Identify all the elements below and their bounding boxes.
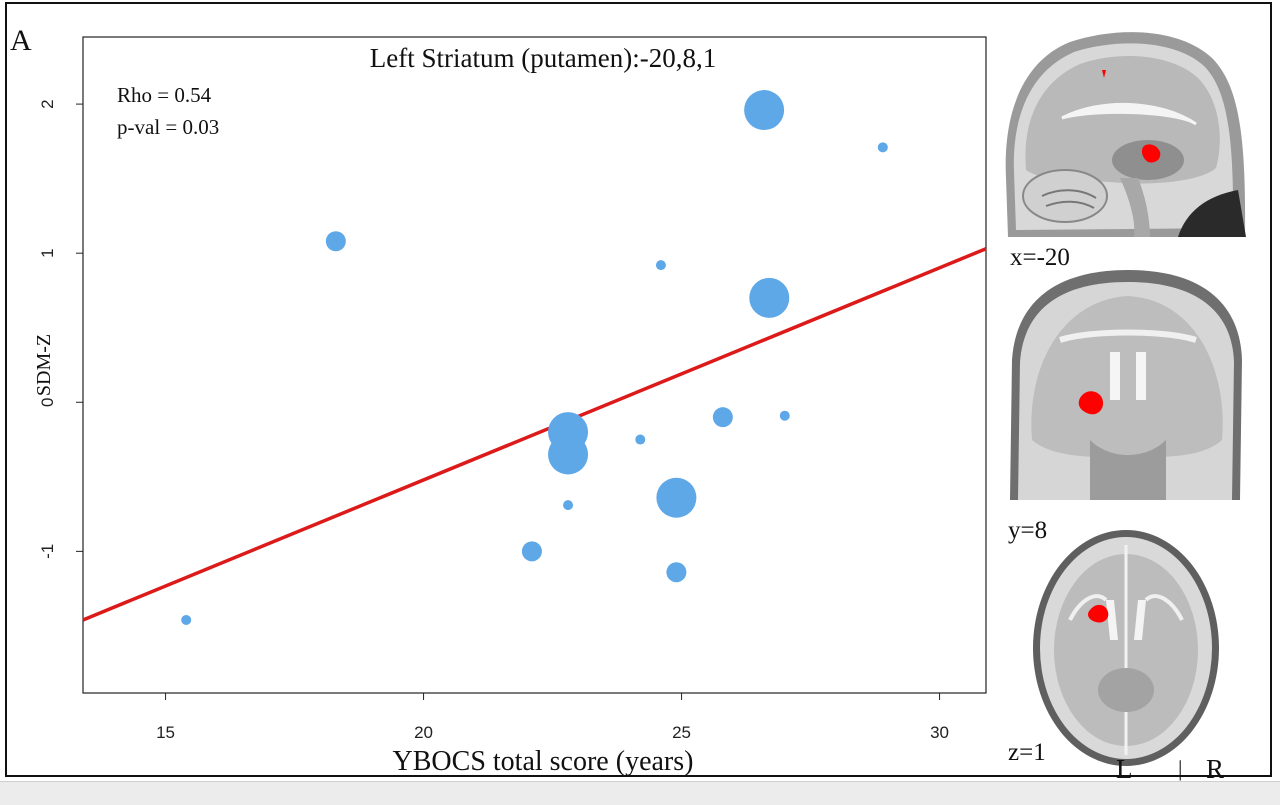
rho-label: Rho = 0.54 <box>117 83 212 107</box>
data-point <box>779 410 790 421</box>
orientation-separator: | <box>1178 756 1182 781</box>
pval-label: p-val = 0.03 <box>117 115 219 139</box>
bottom-strip <box>0 781 1280 805</box>
data-point <box>749 277 790 318</box>
axis-ticks: 15 20 25 30 -1 0 1 2 <box>38 99 949 742</box>
x-axis-label: YBOCS total score (years) <box>393 746 694 777</box>
data-point <box>635 434 646 445</box>
plot-border <box>82 36 987 694</box>
panel-a-label: A <box>10 24 32 57</box>
y-tick-label: 2 <box>38 99 57 108</box>
axial-brain-slice <box>1033 530 1219 766</box>
data-point <box>548 434 589 475</box>
orientation-left: L <box>1116 754 1133 784</box>
data-point <box>712 407 733 428</box>
data-point <box>181 614 192 625</box>
coord-label-z: z=1 <box>1008 739 1046 766</box>
data-point <box>325 231 346 252</box>
y-tick-label: 0 <box>38 398 57 407</box>
cluster-blob-axial <box>1088 604 1109 623</box>
scatter-chart: Left Striatum (putamen):-20,8,1 Rho = 0.… <box>33 36 987 777</box>
cluster-blob-sagittal <box>1141 144 1161 163</box>
data-points <box>181 90 888 625</box>
x-tick-label: 30 <box>930 723 949 742</box>
data-point <box>877 142 888 153</box>
regression-line <box>82 247 987 622</box>
data-point <box>666 562 687 583</box>
x-tick-label: 15 <box>156 723 175 742</box>
y-tick-label: -1 <box>38 544 57 559</box>
coord-label-x: x=-20 <box>1010 244 1070 271</box>
x-tick-label: 20 <box>414 723 433 742</box>
data-point <box>744 90 785 131</box>
y-tick-label: 1 <box>38 248 57 257</box>
data-point <box>655 260 666 271</box>
y-axis-label: SDM-Z <box>33 334 55 396</box>
coronal-brain-slice <box>1010 270 1242 500</box>
chart-title: Left Striatum (putamen):-20,8,1 <box>370 43 716 73</box>
coord-label-y: y=8 <box>1008 517 1047 544</box>
x-tick-label: 25 <box>672 723 691 742</box>
cluster-blob-coronal <box>1078 391 1104 415</box>
data-point <box>521 541 542 562</box>
data-point <box>656 477 697 518</box>
orientation-right: R <box>1206 754 1224 784</box>
sagittal-brain-slice <box>1004 26 1247 237</box>
data-point <box>563 500 574 511</box>
